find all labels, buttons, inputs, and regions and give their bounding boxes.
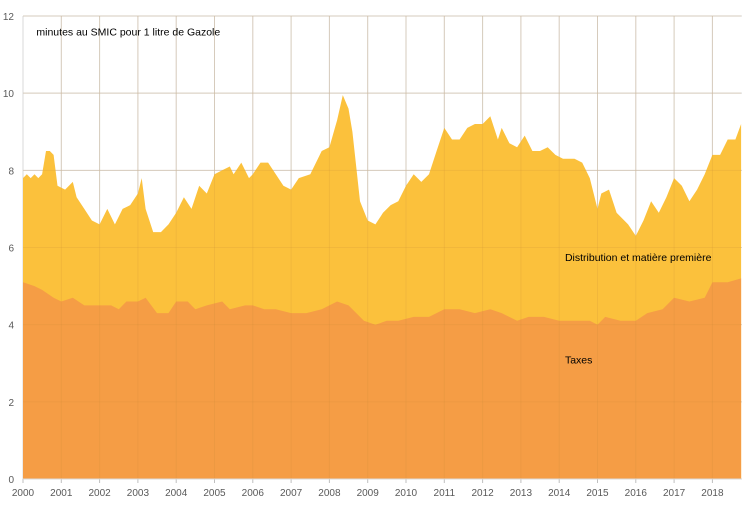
areas (23, 95, 742, 479)
x-tick-label: 2014 (548, 488, 571, 499)
x-tick-label: 2015 (586, 488, 609, 499)
x-tick-label: 2002 (88, 488, 111, 499)
label-taxes: Taxes (565, 354, 592, 366)
y-tick-label: 2 (8, 398, 14, 409)
y-tick-label: 4 (8, 321, 14, 332)
y-tick-label: 8 (8, 166, 14, 177)
x-tick-label: 2013 (510, 488, 533, 499)
y-tick-label: 0 (8, 475, 14, 486)
y-tick-label: 10 (3, 89, 15, 100)
x-tick-label: 2001 (50, 488, 73, 499)
y-axis-ticks: 0 2 4 6 8 10 12 (3, 12, 15, 486)
x-tick-label: 2011 (434, 488, 456, 499)
vertical-gridlines-overlay (23, 15, 742, 479)
x-axis-ticks: 2000 2001 2002 2003 2004 2005 2006 2007 2008 2009… (12, 479, 724, 499)
x-tick-label: 2009 (357, 488, 380, 499)
x-tick-label: 2017 (663, 488, 686, 499)
chart-title: minutes au SMIC pour 1 litre de Gazole (36, 26, 220, 38)
x-tick-label: 2010 (395, 488, 418, 499)
x-tick-label: 2005 (203, 488, 226, 499)
label-distribution: Distribution et matière première (565, 252, 712, 264)
x-tick-label: 2004 (165, 488, 188, 499)
x-tick-label: 2016 (625, 488, 648, 499)
x-tick-label: 2003 (127, 488, 150, 499)
x-tick-label: 2012 (471, 488, 494, 499)
area-taxes (23, 278, 742, 479)
x-tick-label: 2007 (280, 488, 303, 499)
x-tick-label: 2006 (242, 488, 265, 499)
x-tick-label: 2018 (701, 488, 724, 499)
x-tick-label: 2000 (12, 488, 35, 499)
x-tick-label: 2008 (318, 488, 341, 499)
y-tick-label: 6 (8, 244, 14, 255)
y-tick-label: 12 (3, 12, 15, 23)
